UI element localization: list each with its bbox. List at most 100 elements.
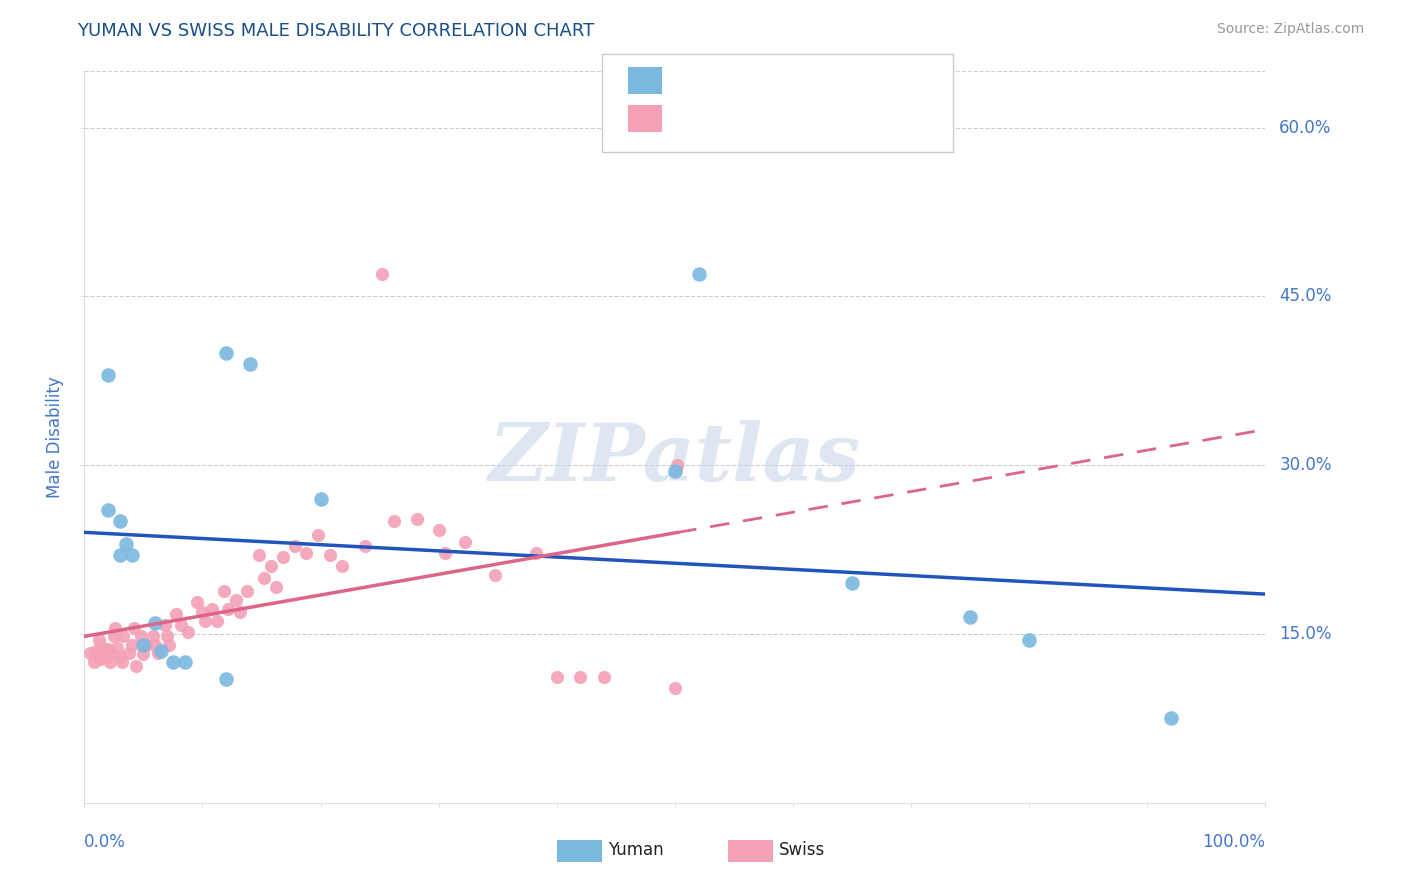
Point <box>166 607 188 621</box>
Point <box>87 632 110 647</box>
Point <box>354 539 377 553</box>
Point <box>260 559 283 574</box>
Point <box>150 644 173 658</box>
Text: Swiss: Swiss <box>779 841 825 859</box>
Point <box>666 458 689 473</box>
Point <box>239 357 262 371</box>
Point <box>264 580 287 594</box>
Point <box>98 655 121 669</box>
Point <box>146 646 169 660</box>
Point <box>186 595 208 609</box>
Point <box>524 546 547 560</box>
Point <box>129 629 152 643</box>
Point <box>83 655 105 669</box>
Point <box>84 644 107 658</box>
Point <box>112 629 135 643</box>
Point <box>319 548 342 562</box>
Point <box>427 524 450 538</box>
Point <box>215 345 238 359</box>
Text: 30.0%: 30.0% <box>1279 456 1331 475</box>
Point <box>118 646 141 660</box>
Point <box>121 548 143 562</box>
Point <box>157 638 180 652</box>
Point <box>307 528 329 542</box>
Point <box>569 670 592 684</box>
Point <box>229 605 252 619</box>
Point <box>125 658 148 673</box>
Point <box>247 548 270 562</box>
Point <box>841 576 863 591</box>
Point <box>217 602 239 616</box>
Point <box>453 534 475 549</box>
Point <box>142 629 165 643</box>
Point <box>97 641 120 656</box>
Point <box>593 670 616 684</box>
Point <box>153 618 176 632</box>
Point <box>108 649 131 664</box>
Point <box>688 267 710 281</box>
Point <box>79 646 101 660</box>
Y-axis label: Male Disability: Male Disability <box>46 376 65 498</box>
Point <box>201 602 224 616</box>
Point <box>1018 632 1040 647</box>
Point <box>225 593 247 607</box>
Point <box>215 672 238 686</box>
Point <box>382 515 405 529</box>
Point <box>122 621 145 635</box>
Point <box>253 571 276 585</box>
Text: 15.0%: 15.0% <box>1279 625 1331 643</box>
Point <box>236 584 259 599</box>
Point <box>546 670 568 684</box>
Point <box>143 615 166 630</box>
Point <box>284 539 307 553</box>
FancyBboxPatch shape <box>728 840 773 862</box>
Point <box>94 649 117 664</box>
Text: R = -0.155: R = -0.155 <box>673 71 770 89</box>
FancyBboxPatch shape <box>557 840 602 862</box>
Point <box>170 618 193 632</box>
Text: 100.0%: 100.0% <box>1202 833 1265 851</box>
Point <box>173 655 195 669</box>
Point <box>132 647 155 661</box>
Point <box>135 638 157 652</box>
Point <box>205 614 228 628</box>
Text: N = 21: N = 21 <box>824 71 887 89</box>
Text: 60.0%: 60.0% <box>1279 119 1331 136</box>
Point <box>959 610 981 624</box>
Point <box>91 640 114 655</box>
Point <box>108 515 131 529</box>
Text: ZIPatlas: ZIPatlas <box>489 420 860 498</box>
Point <box>121 638 143 652</box>
Text: Source: ZipAtlas.com: Source: ZipAtlas.com <box>1216 22 1364 37</box>
Point <box>143 638 166 652</box>
Point <box>406 512 429 526</box>
Point <box>309 491 332 506</box>
Point <box>664 681 686 695</box>
Point <box>162 655 184 669</box>
Point <box>191 605 214 619</box>
Point <box>89 652 111 666</box>
Point <box>371 267 394 281</box>
Point <box>104 621 127 635</box>
Point <box>103 629 125 643</box>
Point <box>100 647 122 661</box>
Point <box>212 584 235 599</box>
Point <box>107 640 129 655</box>
Point <box>330 559 353 574</box>
Point <box>433 546 456 560</box>
Point <box>484 568 506 582</box>
Text: 0.0%: 0.0% <box>84 833 127 851</box>
Point <box>111 655 134 669</box>
Point <box>664 464 686 478</box>
Point <box>271 550 294 565</box>
Point <box>194 614 217 628</box>
Point <box>97 368 120 383</box>
Text: N = 66: N = 66 <box>824 110 887 128</box>
Text: R = 0.200: R = 0.200 <box>673 110 763 128</box>
Point <box>114 537 136 551</box>
Point <box>97 503 120 517</box>
Point <box>108 548 131 562</box>
Text: Yuman: Yuman <box>607 841 664 859</box>
Point <box>295 546 318 560</box>
Text: YUMAN VS SWISS MALE DISABILITY CORRELATION CHART: YUMAN VS SWISS MALE DISABILITY CORRELATI… <box>77 22 595 40</box>
